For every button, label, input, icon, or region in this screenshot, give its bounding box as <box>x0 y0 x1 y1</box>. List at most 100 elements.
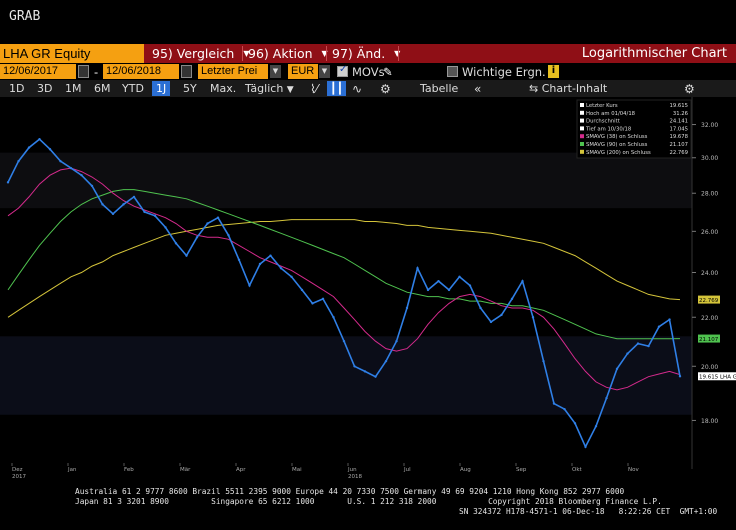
x-tick-label: Jun <box>347 467 357 473</box>
price-point <box>216 216 220 219</box>
footer-line-3: SN 324372 H178-4571-1 06-Dec-18 8:22:26 … <box>459 507 718 516</box>
price-point <box>311 302 314 305</box>
compare-label: Vergleich <box>176 46 235 61</box>
period-tab-1j[interactable]: 1J <box>152 81 171 96</box>
currency-select[interactable]: EUR <box>288 64 318 79</box>
price-point <box>468 284 472 287</box>
price-point <box>489 320 493 324</box>
legend-swatch <box>580 126 584 131</box>
period-tab-max[interactable]: Max. <box>210 82 237 95</box>
line-chart-icon[interactable]: ⌇⁄ <box>310 82 318 96</box>
compare-chart-icon[interactable]: ∿ <box>352 82 363 96</box>
price-point <box>69 166 73 170</box>
action-button[interactable]: 96) Aktion ▼ <box>244 44 328 63</box>
price-point <box>321 297 325 301</box>
price-point <box>479 306 482 310</box>
compare-button[interactable]: 95) Vergleich ▼ <box>148 44 249 63</box>
pencil-icon[interactable]: ✎ <box>383 65 393 79</box>
legend-value: 22.769 <box>669 150 688 156</box>
x-tick-label: Nov <box>628 467 639 473</box>
price-point <box>195 236 199 239</box>
chevron-down-icon[interactable]: ▼ <box>319 65 330 78</box>
price-point <box>584 445 587 449</box>
frequency-label: Täglich <box>245 82 284 95</box>
legend-label: Letzter Kurs <box>586 103 618 109</box>
price-point <box>48 148 52 151</box>
legend-value: 19.615 <box>669 103 688 109</box>
x-tick-label: Okt <box>572 467 583 473</box>
command-bar: LHA GR Equity 95) Vergleich ▼ 96) Aktion… <box>0 44 736 63</box>
y-axis-panel <box>692 97 736 480</box>
price-point <box>143 210 146 214</box>
y-tick-label: 20.00 <box>701 364 718 371</box>
legend-value: 21.107 <box>669 142 688 148</box>
series-line-smavg-1 <box>7 167 681 391</box>
price-point <box>258 262 262 266</box>
price-point <box>605 396 608 400</box>
y-tick-label: 18.00 <box>701 418 718 425</box>
edit-button[interactable]: 97) Änd. ▼ <box>328 44 400 63</box>
period-tab-ytd[interactable]: YTD <box>122 82 144 95</box>
y-tick-label: 32.00 <box>701 122 718 129</box>
legend-swatch <box>580 118 584 123</box>
ticker-field[interactable]: LHA GR Equity <box>0 44 144 63</box>
start-date-field[interactable]: 12/06/2017 <box>0 64 76 79</box>
period-tab-1m[interactable]: 1M <box>65 82 82 95</box>
footer-line-1: Australia 61 2 9777 8600 Brazil 5511 239… <box>75 487 625 496</box>
settings-icon[interactable]: ⚙ <box>684 82 695 96</box>
legend-value: 17.045 <box>669 126 688 132</box>
price-point <box>122 203 125 206</box>
separator <box>326 46 327 61</box>
last-value-tag-label: 22.769 <box>699 298 719 304</box>
end-date-field[interactable]: 12/06/2018 <box>103 64 179 79</box>
legend-label: SMAVG (38) on Schluss <box>586 134 648 140</box>
chart-content-button[interactable]: ⇆ Chart-Inhalt <box>529 82 607 95</box>
legend-label: Hoch am 01/04/18 <box>586 111 636 117</box>
price-point <box>17 159 20 163</box>
gear-small-icon[interactable]: ⚙ <box>380 82 391 96</box>
period-tab-5y[interactable]: 5Y <box>183 82 197 95</box>
events-checkbox[interactable] <box>447 66 458 77</box>
price-field-select[interactable]: Letzter Prei <box>198 64 268 79</box>
compare-number: 95) <box>152 46 173 61</box>
period-tab-6m[interactable]: 6M <box>94 82 111 95</box>
legend-label: SMAVG (90) on Schluss <box>586 142 648 148</box>
chevron-down-icon[interactable]: ▼ <box>270 65 281 78</box>
x-tick-label: Aug <box>460 467 471 473</box>
price-point <box>90 184 94 188</box>
price-point <box>38 138 41 141</box>
collapse-icon[interactable]: « <box>474 82 482 96</box>
table-button[interactable]: Tabelle <box>420 82 459 95</box>
window-title-bar: GRAB <box>0 0 736 34</box>
price-point <box>510 297 514 301</box>
last-value-tag-label: 19.615 LHA GR <box>699 374 736 380</box>
price-point <box>531 316 535 319</box>
legend-value: 31.26 <box>673 111 689 117</box>
price-point <box>668 318 671 321</box>
period-tab-1d[interactable]: 1D <box>9 82 25 95</box>
info-icon[interactable]: i <box>548 65 559 78</box>
price-point <box>626 352 629 355</box>
price-point <box>206 222 209 225</box>
frequency-select[interactable]: Täglich ▼ <box>245 82 294 95</box>
series-line-smavg-3 <box>7 219 681 318</box>
legend-swatch <box>580 110 584 115</box>
events-label: Wichtige Ergn. <box>462 65 546 79</box>
chart-type-label[interactable]: Logarithmischer Chart <box>581 46 727 61</box>
price-point <box>342 339 346 343</box>
period-tab-3d[interactable]: 3D <box>37 82 53 95</box>
price-point <box>332 316 335 319</box>
price-point <box>132 195 136 199</box>
price-point <box>395 339 398 343</box>
calendar-icon[interactable] <box>181 65 192 78</box>
chevron-down-icon: ▼ <box>394 49 400 58</box>
price-point <box>657 325 661 328</box>
bar-chart-icon[interactable]: ┃┃ <box>327 81 347 96</box>
range-dash: - <box>94 65 99 79</box>
price-point <box>300 288 304 292</box>
y-tick-label: 30.00 <box>701 155 718 162</box>
legend-label: Durchschnitt <box>586 119 620 125</box>
price-point <box>6 181 10 184</box>
calendar-icon[interactable] <box>78 65 89 78</box>
movs-checkbox[interactable] <box>337 64 348 77</box>
